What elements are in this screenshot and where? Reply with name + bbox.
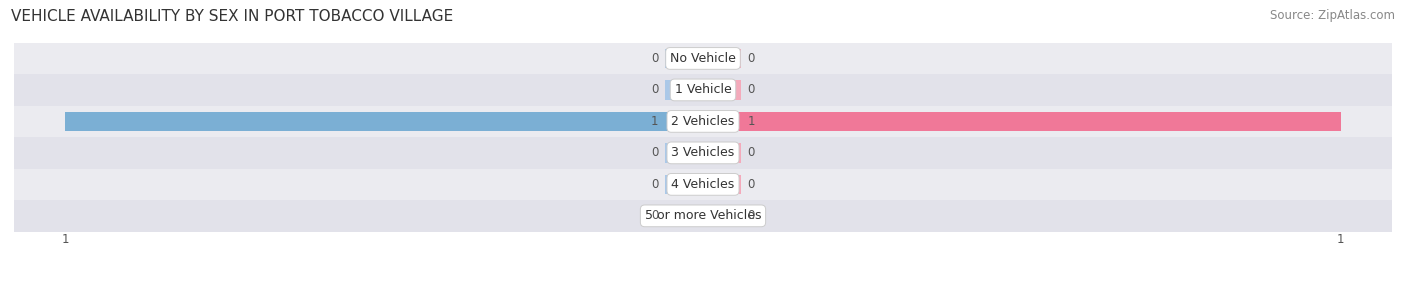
Text: 4 Vehicles: 4 Vehicles [672,178,734,191]
Bar [665,49,703,68]
Bar [14,74,1392,106]
Text: 1: 1 [748,115,755,128]
Text: 1: 1 [1337,233,1344,246]
Bar [14,106,1392,137]
Text: 0: 0 [748,209,755,222]
Bar [65,112,703,131]
Text: 0: 0 [651,52,658,65]
Bar [665,80,703,100]
Text: Source: ZipAtlas.com: Source: ZipAtlas.com [1270,9,1395,22]
Text: 1: 1 [62,233,69,246]
Bar [703,80,741,100]
Bar [14,169,1392,200]
Text: 2 Vehicles: 2 Vehicles [672,115,734,128]
Bar [665,206,703,226]
Bar [703,143,741,163]
Text: 3 Vehicles: 3 Vehicles [672,146,734,160]
Bar [14,137,1392,169]
Bar [14,43,1392,74]
Text: VEHICLE AVAILABILITY BY SEX IN PORT TOBACCO VILLAGE: VEHICLE AVAILABILITY BY SEX IN PORT TOBA… [11,9,454,24]
Text: No Vehicle: No Vehicle [671,52,735,65]
Bar [14,200,1392,231]
Bar [665,143,703,163]
Bar [703,49,741,68]
Text: 0: 0 [748,84,755,96]
Bar [703,206,741,226]
Text: 5 or more Vehicles: 5 or more Vehicles [645,209,761,222]
Text: 0: 0 [651,84,658,96]
Text: 0: 0 [748,178,755,191]
Text: 0: 0 [651,146,658,160]
Text: 0: 0 [651,209,658,222]
Text: 0: 0 [748,52,755,65]
Text: 1: 1 [651,115,658,128]
Bar [665,175,703,194]
Text: 0: 0 [651,178,658,191]
Text: 0: 0 [748,146,755,160]
Text: 1 Vehicle: 1 Vehicle [675,84,731,96]
Bar [703,112,1341,131]
Bar [703,175,741,194]
